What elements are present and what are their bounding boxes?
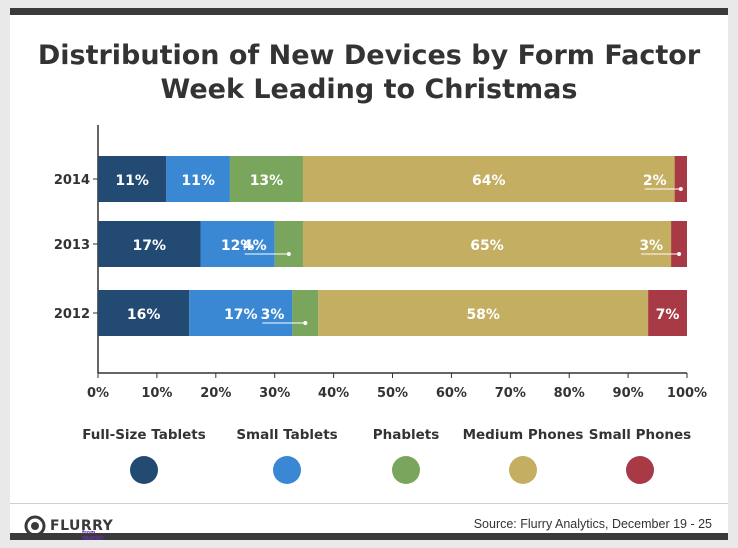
data-label: 58% — [466, 307, 500, 323]
data-label: 7% — [656, 307, 680, 323]
data-label: 11% — [115, 173, 149, 189]
data-label: 13% — [250, 173, 284, 189]
legend-item-small-phones: Small Phones — [570, 427, 710, 484]
x-tick-label: 30% — [259, 386, 290, 401]
legend-swatch — [509, 456, 537, 484]
bar-full-size-tablets-2013 — [98, 221, 201, 267]
footer-divider — [10, 503, 728, 504]
label-leader-dot — [286, 252, 291, 256]
data-label: 2% — [643, 173, 667, 189]
data-label: 4% — [243, 238, 267, 254]
x-tick-label: 80% — [554, 386, 585, 401]
logo-subtext: from YAHOO! — [82, 530, 104, 542]
x-tick-label: 0% — [87, 386, 109, 401]
x-tick-label: 20% — [200, 386, 231, 401]
legend-label: Full-Size Tablets — [82, 427, 206, 443]
bar-phablets-2013 — [274, 221, 303, 267]
flurry-logo: FLURRY from YAHOO! — [24, 513, 114, 542]
data-label: 65% — [470, 238, 504, 254]
legend-swatch — [130, 456, 158, 484]
x-tick-label: 70% — [495, 386, 526, 401]
legend-item-phablets: Phablets — [336, 427, 476, 484]
legend-swatch — [626, 456, 654, 484]
legend-swatch — [273, 456, 301, 484]
label-leader-dot — [678, 187, 683, 191]
legend-label: Phablets — [372, 427, 440, 443]
flurry-logo-icon — [24, 515, 46, 537]
data-label: 3% — [639, 238, 663, 254]
x-tick-label: 60% — [436, 386, 467, 401]
data-label: 12% — [221, 238, 255, 254]
data-label: 11% — [181, 173, 215, 189]
y-category-label: 2013 — [54, 238, 90, 253]
bar-small-tablets-2013 — [200, 221, 275, 267]
chart-title: Distribution of New Devices by Form Fact… — [37, 40, 701, 71]
legend: Full-Size Tablets Small Tablets Phablets… — [10, 427, 728, 507]
bar-medium-phones-2012 — [318, 290, 649, 336]
chart-subtitle: Week Leading to Christmas — [160, 74, 578, 105]
data-label: 64% — [472, 173, 506, 189]
bar-small-phones-2012 — [648, 290, 687, 336]
legend-item-medium-phones: Medium Phones — [453, 427, 593, 484]
x-tick-label: 90% — [613, 386, 644, 401]
x-tick-label: 10% — [141, 386, 172, 401]
bar-full-size-tablets-2012 — [98, 290, 190, 336]
legend-swatch — [392, 456, 420, 484]
bar-medium-phones-2014 — [302, 156, 675, 202]
source-note: Source: Flurry Analytics, December 19 - … — [473, 517, 712, 531]
bar-small-tablets-2014 — [166, 156, 230, 202]
bar-small-phones-2014 — [674, 156, 687, 202]
label-leader-dot — [303, 321, 308, 325]
legend-label: Medium Phones — [462, 427, 584, 443]
legend-item-full-size-tablets: Full-Size Tablets — [74, 427, 214, 484]
bar-full-size-tablets-2014 — [98, 156, 167, 202]
y-category-label: 2014 — [54, 173, 90, 188]
x-tick-label: 50% — [377, 386, 408, 401]
stacked-bar-chart: 0% 10% 20% 30% 40% 50% 60% 70% 80% 90% 100% 2014 11%… — [54, 125, 707, 401]
bar-phablets-2012 — [292, 290, 319, 336]
bar-small-phones-2013 — [671, 221, 687, 267]
y-category-label: 2012 — [54, 307, 90, 322]
legend-label: Small Tablets — [236, 427, 338, 443]
chart-title-block: Distribution of New Devices by Form Fact… — [10, 39, 728, 107]
bar-medium-phones-2013 — [302, 221, 672, 267]
data-label: 17% — [132, 238, 166, 254]
x-tick-label: 40% — [318, 386, 349, 401]
data-label: 17% — [224, 307, 258, 323]
x-tick-label: 100% — [667, 386, 707, 401]
logo-text: FLURRY — [50, 518, 114, 534]
legend-label: Small Phones — [588, 427, 692, 443]
legend-item-small-tablets: Small Tablets — [217, 427, 357, 484]
chart-card: Distribution of New Devices by Form Fact… — [10, 8, 728, 542]
bar-phablets-2014 — [229, 156, 303, 202]
label-leader-dot — [677, 252, 682, 256]
data-label: 16% — [127, 307, 161, 323]
data-label: 3% — [261, 307, 285, 323]
bar-small-tablets-2012 — [189, 290, 293, 336]
